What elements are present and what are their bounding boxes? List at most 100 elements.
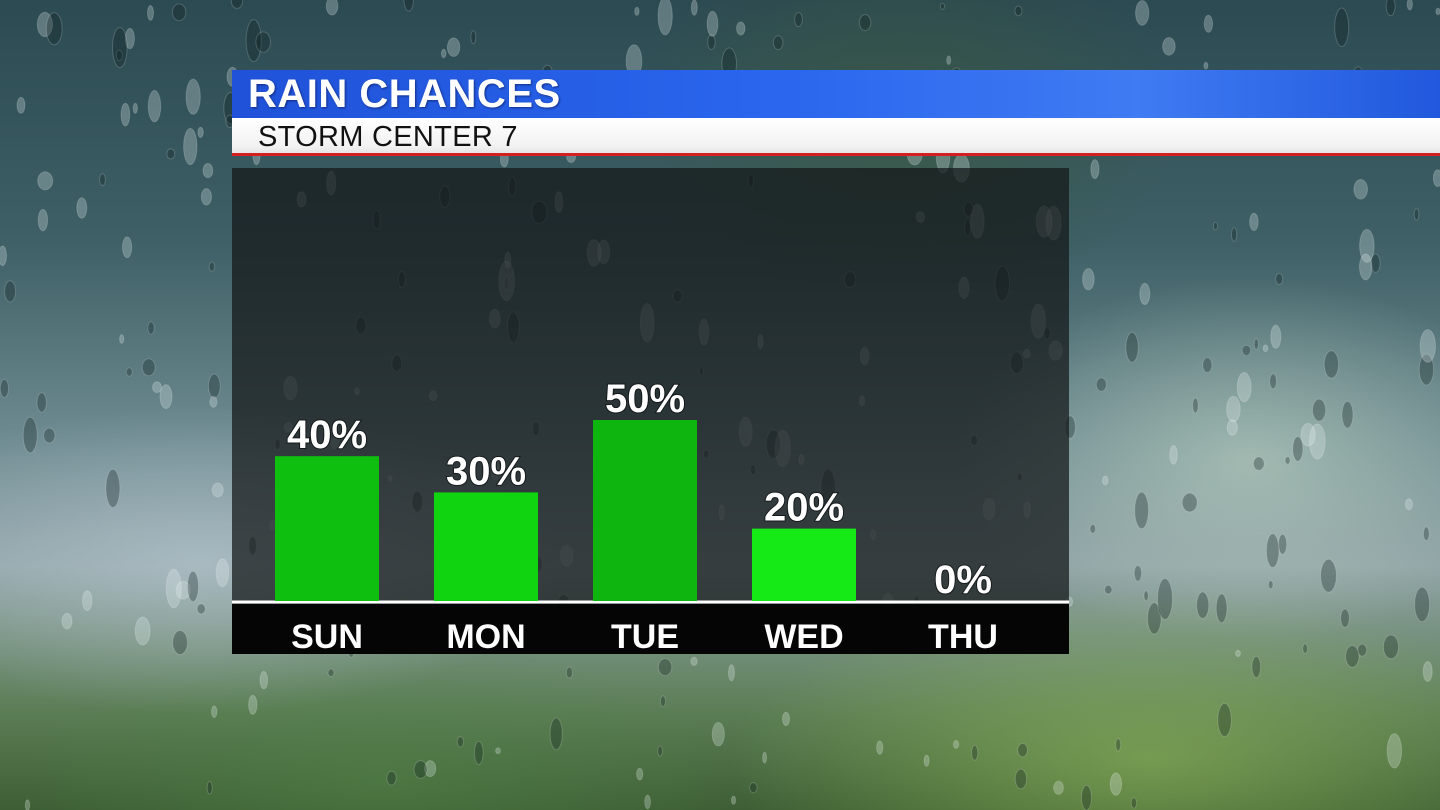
raindrop: [159, 384, 173, 410]
bar-sun: [275, 456, 379, 601]
raindrop: [183, 127, 198, 166]
raindrop: [1235, 649, 1241, 658]
raindrop: [1147, 602, 1162, 635]
raindrop: [1162, 37, 1176, 56]
page-subtitle: STORM CENTER 7: [258, 121, 518, 153]
raindrop: [1014, 5, 1023, 17]
raindrop: [124, 27, 135, 50]
raindrop: [386, 770, 397, 786]
raindrop: [1345, 645, 1360, 668]
raindrop: [4, 280, 17, 303]
raindrop: [1422, 661, 1433, 682]
raindrop: [200, 188, 212, 206]
raindrop: [230, 0, 244, 9]
raindrop: [211, 482, 224, 498]
raindrop: [1215, 593, 1228, 624]
raindrop: [37, 208, 49, 232]
raindrop: [175, 580, 191, 600]
raindrop: [1312, 398, 1327, 422]
raindrop: [657, 745, 663, 757]
raindrop: [1275, 273, 1284, 285]
raindrop: [22, 416, 38, 454]
raindrop: [634, 6, 640, 16]
raindrop: [495, 747, 501, 755]
raindrop: [762, 751, 768, 764]
raindrop: [171, 3, 187, 22]
raindrop: [1418, 353, 1435, 386]
raindrop: [37, 171, 54, 191]
raindrop: [470, 30, 477, 45]
raindrop: [1419, 329, 1437, 363]
raindrop: [1133, 565, 1143, 582]
raindrop: [706, 10, 719, 37]
raindrop: [166, 148, 176, 160]
raindrop: [728, 664, 735, 682]
raindrop: [1435, 7, 1440, 16]
raindrop: [1267, 580, 1274, 590]
raindrop: [403, 0, 414, 12]
raindrop: [1192, 397, 1199, 414]
value-label-wed: 20%: [764, 486, 844, 530]
raindrop: [152, 381, 162, 394]
page-title: RAIN CHANCES: [248, 72, 561, 116]
raindrop: [259, 671, 269, 690]
raindrop: [1089, 523, 1097, 534]
value-label-sun: 40%: [287, 413, 367, 457]
raindrop: [209, 395, 218, 408]
raindrop: [1308, 423, 1326, 460]
raindrop: [255, 31, 272, 53]
raindrop: [636, 767, 644, 781]
raindrop: [1081, 784, 1092, 810]
raindrop: [119, 334, 125, 344]
subtitle-bar: STORM CENTER 7: [232, 118, 1440, 156]
raindrop: [1249, 212, 1259, 232]
raindrop: [1414, 586, 1431, 623]
chart-panel: 40% SUN 30% MON 50% TUE 20% WED 0% THU: [232, 168, 1069, 654]
raindrop: [1413, 208, 1420, 221]
raindrop: [736, 21, 746, 36]
bar-chart: 40% SUN 30% MON 50% TUE 20% WED 0% THU: [232, 376, 1069, 654]
raindrop: [946, 55, 952, 66]
raindrop: [565, 666, 574, 679]
raindrop: [122, 236, 133, 259]
raindrop: [99, 173, 106, 187]
raindrop: [1251, 655, 1262, 679]
raindrop: [24, 799, 31, 810]
raindrop: [1104, 584, 1113, 595]
raindrop: [1196, 591, 1210, 619]
category-axis-band: [232, 604, 1069, 654]
raindrop: [112, 27, 128, 68]
raindrop: [187, 570, 199, 603]
raindrop: [202, 163, 214, 179]
raindrop: [1334, 7, 1350, 48]
category-label-thu: THU: [928, 618, 998, 654]
title-bar: RAIN CHANCES: [232, 70, 1440, 118]
bar-tue: [593, 420, 697, 601]
raindrop: [690, 656, 698, 666]
raindrop: [1382, 634, 1400, 660]
raindrop: [1014, 768, 1028, 790]
raindrop: [1134, 491, 1149, 530]
raindrop: [1278, 533, 1288, 555]
value-label-mon: 30%: [446, 449, 526, 493]
raindrop: [1300, 422, 1316, 447]
raindrop: [923, 754, 930, 767]
raindrop: [125, 367, 133, 377]
raindrop: [1125, 331, 1139, 363]
raindrop: [772, 35, 784, 50]
raindrop: [1422, 526, 1430, 541]
raindrop: [36, 11, 54, 38]
raindrop: [1340, 608, 1350, 628]
raindrop: [1181, 492, 1198, 513]
raindrop: [1109, 772, 1123, 796]
raindrop: [0, 245, 7, 267]
raindrop: [1053, 780, 1064, 795]
raindrop: [1203, 61, 1209, 70]
raindrop: [120, 102, 131, 127]
raindrop: [1323, 350, 1340, 379]
raindrop: [1292, 436, 1304, 462]
raindrop: [141, 358, 156, 377]
raindrop: [971, 744, 979, 761]
raindrop: [730, 795, 737, 805]
raindrop: [711, 722, 725, 747]
